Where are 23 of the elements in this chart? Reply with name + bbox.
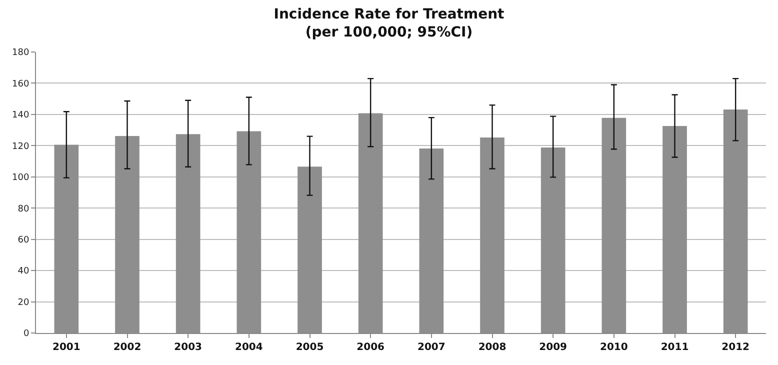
y-tick-label: 140: [12, 110, 30, 121]
y-tick-label: 40: [18, 266, 30, 277]
x-tick-label: 2009: [539, 342, 568, 353]
x-tick-label: 2007: [418, 342, 446, 353]
y-tick-label: 0: [23, 329, 30, 340]
y-tick-label: 20: [18, 298, 30, 308]
x-tick-label: 2011: [660, 342, 689, 353]
x-tick-label: 2001: [52, 342, 80, 353]
x-tick-label: 2003: [174, 342, 202, 353]
x-tick-label: 2006: [356, 342, 385, 353]
x-tick-label: 2008: [478, 342, 506, 353]
y-tick-label: 80: [18, 204, 30, 214]
y-tick-label: 160: [12, 79, 30, 90]
y-tick-label: 100: [12, 173, 30, 184]
y-tick-label: 180: [12, 48, 30, 58]
x-tick-label: 2002: [113, 342, 142, 353]
x-tick-label: 2004: [235, 342, 263, 353]
x-tick-label: 2012: [722, 342, 750, 353]
x-tick-label: 2010: [600, 342, 628, 353]
x-tick-label: 2005: [296, 342, 324, 353]
y-tick-label: 60: [18, 235, 30, 246]
y-tick-label: 120: [12, 142, 30, 152]
chart-title: Incidence Rate for Treatment (per 100,000; 95%CI): [274, 6, 505, 40]
